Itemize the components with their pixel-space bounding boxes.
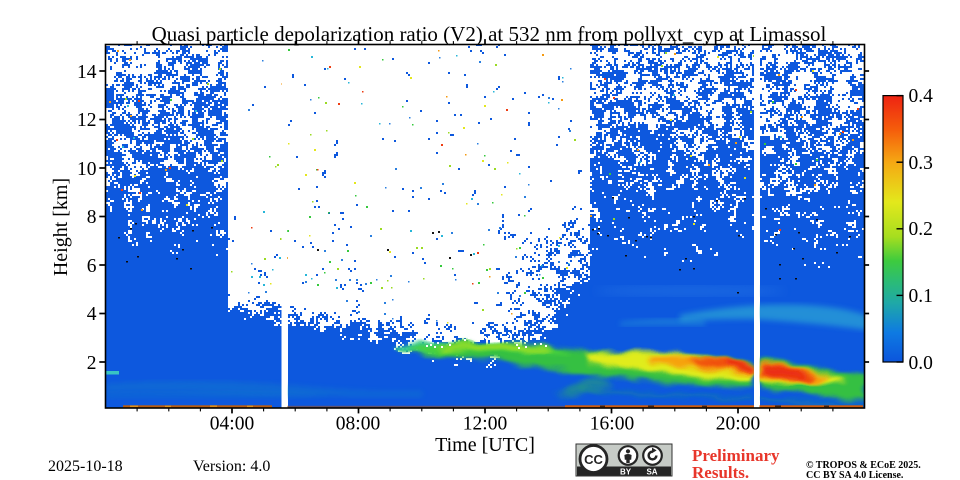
svg-text:2025-10-18: 2025-10-18 [48, 458, 123, 475]
svg-text:0.3: 0.3 [909, 153, 933, 174]
svg-text:CC: CC [584, 452, 603, 467]
svg-text:© TROPOS & ECoE 2025.: © TROPOS & ECoE 2025. [806, 460, 921, 471]
svg-text:2: 2 [87, 353, 97, 374]
svg-text:0.4: 0.4 [909, 86, 934, 107]
svg-text:12: 12 [77, 110, 97, 131]
svg-text:08:00: 08:00 [336, 414, 380, 435]
svg-text:16:00: 16:00 [590, 414, 634, 435]
svg-text:0.2: 0.2 [909, 219, 933, 240]
svg-text:14: 14 [77, 62, 97, 83]
svg-text:0.1: 0.1 [909, 286, 933, 307]
svg-text:SA: SA [646, 468, 657, 477]
svg-text:4: 4 [87, 304, 97, 325]
svg-text:20:00: 20:00 [716, 414, 760, 435]
svg-text:0.0: 0.0 [909, 353, 933, 374]
svg-text:10: 10 [77, 159, 97, 180]
svg-text:Preliminary: Preliminary [692, 446, 780, 465]
svg-text:Height [km]: Height [km] [50, 178, 72, 276]
svg-text:CC BY SA 4.0 License.: CC BY SA 4.0 License. [806, 470, 904, 480]
svg-text:Results.: Results. [692, 463, 749, 480]
svg-text:Time [UTC]: Time [UTC] [435, 434, 535, 456]
svg-text:12:00: 12:00 [463, 414, 507, 435]
svg-text:BY: BY [620, 468, 632, 477]
svg-text:Version: 4.0: Version: 4.0 [193, 458, 270, 475]
svg-text:04:00: 04:00 [210, 414, 254, 435]
svg-text:Quasi particle depolarization: Quasi particle depolarization ratio (V2)… [152, 22, 827, 46]
svg-text:8: 8 [87, 207, 97, 228]
svg-text:6: 6 [87, 256, 97, 277]
